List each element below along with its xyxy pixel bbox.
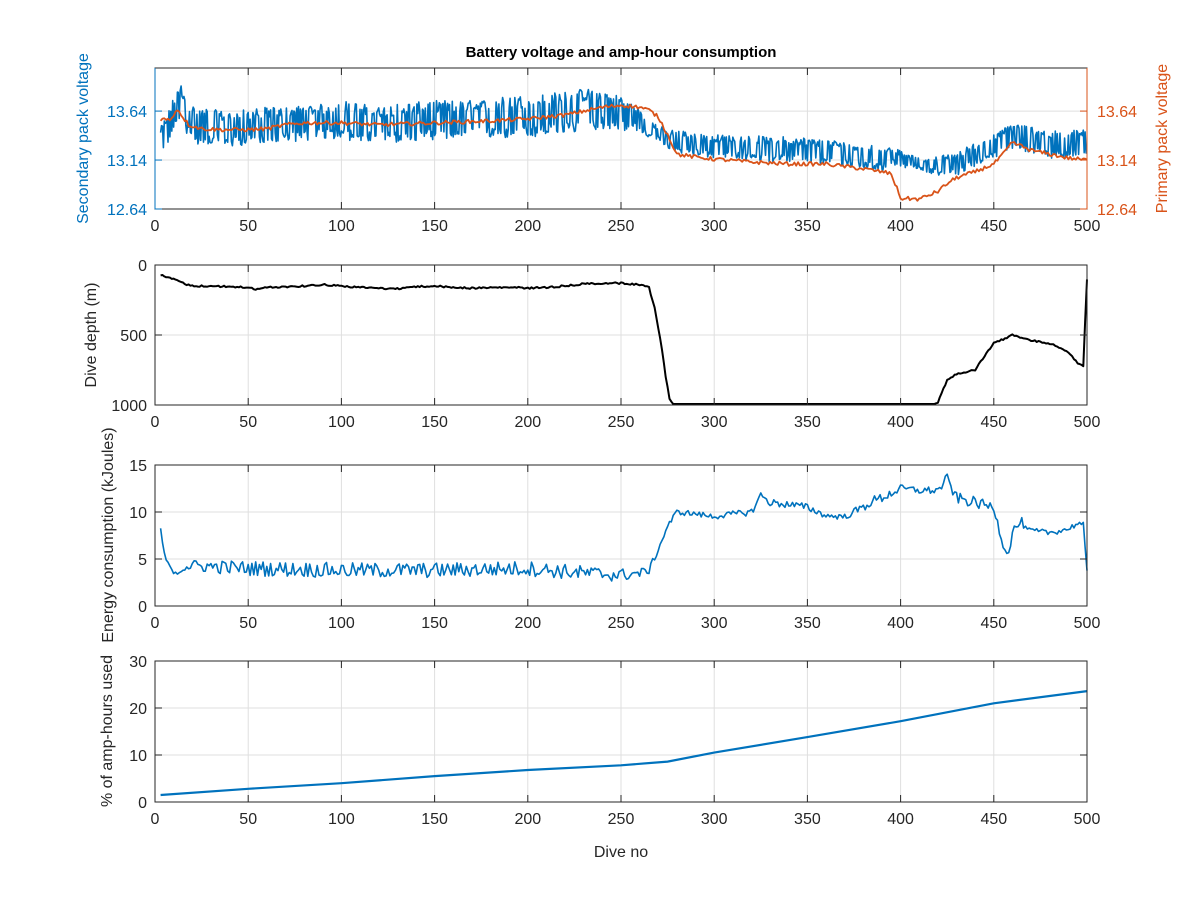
x-tick-label: 150 xyxy=(421,414,448,431)
x-tick-label: 500 xyxy=(1074,218,1101,235)
x-tick-label: 50 xyxy=(239,615,257,632)
depth-panel: 0 50 100 150 200 250 300 350 400 450 500 0 500 1000 D… xyxy=(83,258,1100,431)
x-tick-label: 400 xyxy=(887,218,914,235)
y-tick-label: 13.14 xyxy=(107,153,147,170)
x-tick-label: 0 xyxy=(151,414,160,431)
y-tick-label: 13.64 xyxy=(107,104,147,121)
x-axis-label: Dive no xyxy=(594,844,648,861)
x-tick-label: 50 xyxy=(239,414,257,431)
voltage-axes: 0 50 100 150 200 250 300 350 400 450 50012.6413.14… xyxy=(107,67,1137,235)
y-tick-label: 0 xyxy=(138,258,147,275)
y-tick-label: 20 xyxy=(129,701,147,718)
x-tick-label: 0 xyxy=(151,615,160,632)
y-tick-label: 1000 xyxy=(111,398,147,415)
x-tick-label: 0 xyxy=(151,811,160,828)
y-tick-label: 15 xyxy=(129,458,147,475)
x-tick-label: 400 xyxy=(887,615,914,632)
x-tick-label: 100 xyxy=(328,615,355,632)
amphours-series xyxy=(160,690,1088,797)
x-tick-label: 450 xyxy=(980,615,1007,632)
y-tick-label: 5 xyxy=(138,552,147,569)
x-tick-label: 250 xyxy=(608,414,635,431)
x-tick-label: 250 xyxy=(608,218,635,235)
x-tick-label: 100 xyxy=(328,414,355,431)
amphours-panel: 0 50 100 150 200 250 300 350 400 450 500 0 10 20 30 % … xyxy=(99,654,1100,828)
energy-series xyxy=(159,473,1088,582)
depth-axes: 0 50 100 150 200 250 300 350 400 450 500 0 500 1000 xyxy=(111,258,1100,431)
amp-hours-used-line xyxy=(160,690,1088,797)
x-tick-label: 450 xyxy=(980,414,1007,431)
x-tick-label: 250 xyxy=(608,811,635,828)
x-tick-label: 350 xyxy=(794,414,821,431)
voltage-panel: 0 50 100 150 200 250 300 350 400 450 50012.6413.14… xyxy=(75,53,1171,235)
x-tick-label: 100 xyxy=(328,218,355,235)
y-tick-label: 30 xyxy=(129,654,147,671)
x-tick-label: 500 xyxy=(1074,615,1101,632)
energy-ylabel: Energy consumption (kJoules) xyxy=(100,427,117,642)
x-tick-label: 400 xyxy=(887,811,914,828)
x-tick-label: 150 xyxy=(421,615,448,632)
dive-depth-line xyxy=(160,274,1088,405)
x-tick-label: 50 xyxy=(239,811,257,828)
y-tick-label: 12.64 xyxy=(107,202,147,219)
y-tick-label: 10 xyxy=(129,505,147,522)
x-tick-label: 200 xyxy=(514,811,541,828)
x-tick-label: 450 xyxy=(980,811,1007,828)
y-tick-label: 0 xyxy=(138,795,147,812)
x-tick-label: 350 xyxy=(794,811,821,828)
y-tick-label: 0 xyxy=(138,599,147,616)
x-tick-label: 150 xyxy=(421,218,448,235)
x-tick-label: 400 xyxy=(887,414,914,431)
x-tick-label: 300 xyxy=(701,218,728,235)
x-tick-label: 150 xyxy=(421,811,448,828)
primary-voltage-ylabel: Primary pack voltage xyxy=(1154,64,1171,213)
energy-consumption-line xyxy=(159,473,1088,582)
y-right-tick-label: 13.14 xyxy=(1097,153,1137,170)
y-right-tick-label: 12.64 xyxy=(1097,202,1137,219)
x-tick-label: 0 xyxy=(151,218,160,235)
y-right-tick-label: 13.64 xyxy=(1097,104,1137,121)
amphours-ylabel: % of amp-hours used xyxy=(99,655,116,807)
secondary-voltage-ylabel: Secondary pack voltage xyxy=(75,53,92,224)
amphours-axes: 0 50 100 150 200 250 300 350 400 450 500 0 10 20 30 xyxy=(129,654,1100,828)
figure-title: Battery voltage and amp-hour consumption xyxy=(466,44,777,61)
x-tick-label: 200 xyxy=(514,615,541,632)
energy-axes: 0 50 100 150 200 250 300 350 400 450 500 0 5 10 15 xyxy=(129,458,1100,632)
x-tick-label: 200 xyxy=(514,414,541,431)
x-tick-label: 50 xyxy=(239,218,257,235)
x-tick-label: 300 xyxy=(701,615,728,632)
x-tick-label: 500 xyxy=(1074,811,1101,828)
primary-voltage-line xyxy=(159,103,1088,202)
depth-ylabel: Dive depth (m) xyxy=(83,283,100,388)
x-tick-label: 100 xyxy=(328,811,355,828)
x-tick-label: 300 xyxy=(701,811,728,828)
x-tick-label: 250 xyxy=(608,615,635,632)
x-tick-label: 450 xyxy=(980,218,1007,235)
x-tick-label: 300 xyxy=(701,414,728,431)
x-tick-label: 350 xyxy=(794,615,821,632)
x-tick-label: 200 xyxy=(514,218,541,235)
x-tick-label: 350 xyxy=(794,218,821,235)
voltage-series xyxy=(159,85,1088,202)
y-tick-label: 500 xyxy=(120,328,147,345)
energy-panel: 0 50 100 150 200 250 300 350 400 450 500 0 5 10 15 Ene… xyxy=(100,427,1100,642)
depth-series xyxy=(160,274,1088,405)
x-tick-label: 500 xyxy=(1074,414,1101,431)
secondary-voltage-line xyxy=(159,85,1088,176)
y-tick-label: 10 xyxy=(129,748,147,765)
